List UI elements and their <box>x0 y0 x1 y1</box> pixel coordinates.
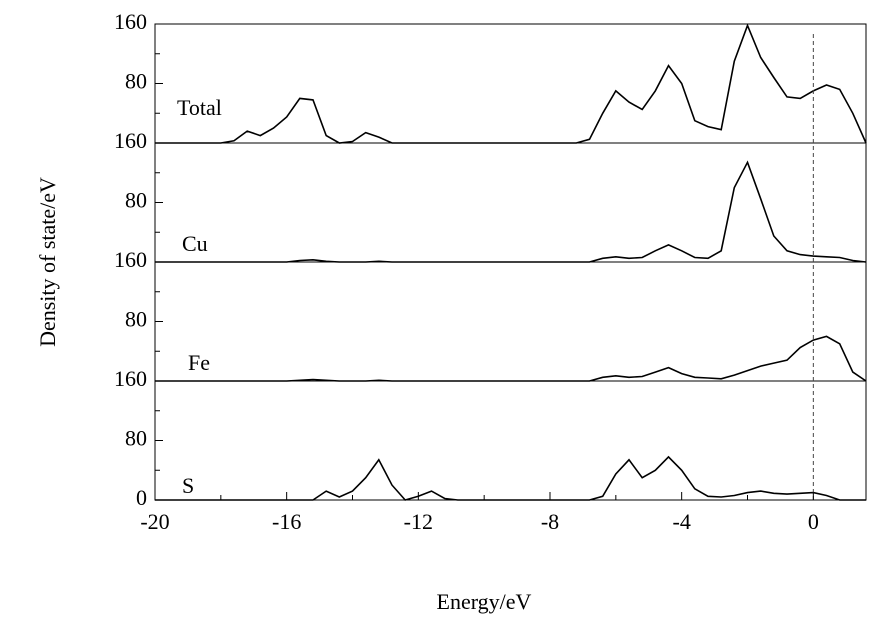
y-axis-label: Density of state/eV <box>35 177 60 347</box>
y-tick-label: 0 <box>136 485 147 510</box>
x-tick-label: 0 <box>808 509 819 534</box>
panel-label: Fe <box>188 350 210 375</box>
x-tick-label: -4 <box>673 509 691 534</box>
y-tick-label: 160 <box>114 9 147 34</box>
panel-label: Total <box>177 95 222 120</box>
dos-line <box>155 23 867 144</box>
y-tick-label: 80 <box>125 69 147 94</box>
x-tick-label: -20 <box>140 509 169 534</box>
y-tick-label: 80 <box>125 188 147 213</box>
y-tick-label: 80 <box>125 426 147 451</box>
y-tick-label: 80 <box>125 307 147 332</box>
dos-line <box>155 160 867 263</box>
dos-line <box>155 335 867 382</box>
panel-label: Cu <box>182 231 208 256</box>
x-tick-label: -16 <box>272 509 301 534</box>
y-tick-label: 160 <box>114 366 147 391</box>
y-tick-label: 160 <box>114 128 147 153</box>
dos-line <box>155 455 866 501</box>
plot-frame <box>154 23 867 501</box>
panel-label: S <box>182 473 194 498</box>
y-tick-label: 160 <box>114 247 147 272</box>
x-tick-label: -8 <box>541 509 559 534</box>
x-tick-label: -12 <box>404 509 433 534</box>
x-axis-label: Energy/eV <box>437 589 532 614</box>
